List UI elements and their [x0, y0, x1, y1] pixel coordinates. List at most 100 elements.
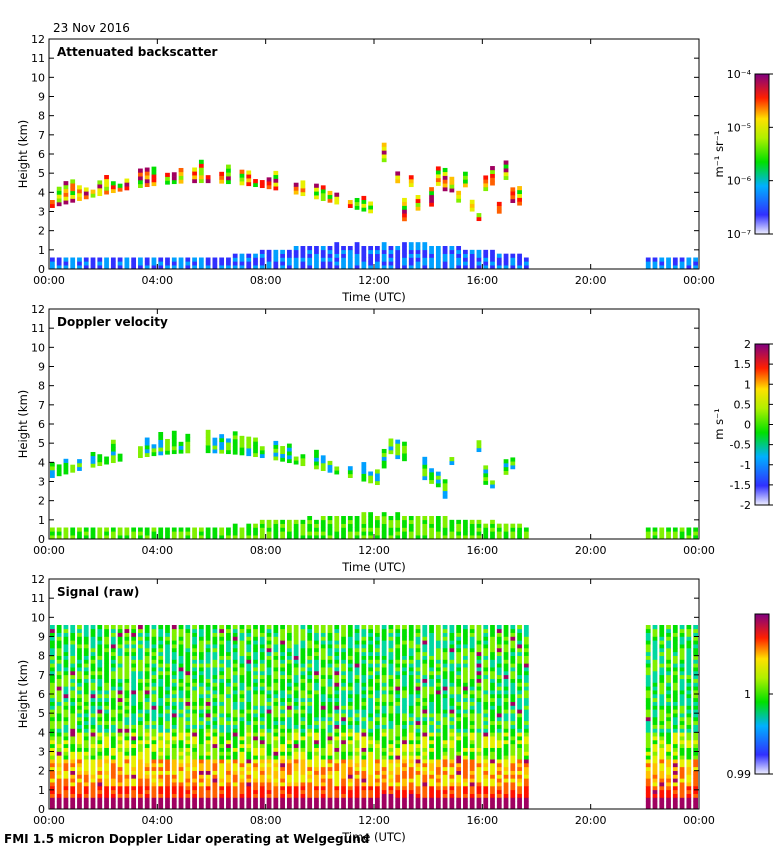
data-cell [341, 254, 346, 258]
signal-cell [294, 732, 299, 736]
signal-cell [50, 629, 55, 633]
signal-cell [653, 637, 658, 641]
signal-cell [477, 717, 482, 721]
signal-cell [165, 748, 170, 752]
signal-cell [219, 675, 224, 679]
signal-cell [97, 652, 102, 656]
signal-cell [348, 637, 353, 641]
signal-cell [165, 782, 170, 786]
data-cell [348, 524, 353, 528]
data-cell [314, 250, 319, 254]
signal-cell [510, 736, 515, 740]
signal-cell [361, 798, 366, 802]
data-cell [233, 254, 238, 258]
data-cell [246, 531, 251, 535]
signal-cell [260, 790, 265, 794]
signal-cell [436, 725, 441, 729]
signal-cell [341, 637, 346, 641]
signal-cell [456, 798, 461, 802]
signal-cell [104, 729, 109, 733]
signal-cell [213, 752, 218, 756]
signal-cell [294, 667, 299, 671]
data-cell [246, 440, 251, 444]
signal-cell [328, 644, 333, 648]
signal-cell [192, 671, 197, 675]
signal-cell [145, 683, 150, 687]
data-cell [185, 438, 190, 442]
signal-cell [294, 625, 299, 629]
signal-cell [483, 782, 488, 786]
signal-cell [470, 675, 475, 679]
signal-cell [680, 679, 685, 683]
signal-cell [470, 729, 475, 733]
signal-cell [389, 801, 394, 805]
signal-cell [402, 771, 407, 775]
signal-cell [287, 775, 292, 779]
signal-cell [666, 679, 671, 683]
y-tick-label: 12 [31, 33, 45, 46]
signal-cell [97, 721, 102, 725]
signal-cell [328, 790, 333, 794]
data-cell [517, 531, 522, 535]
signal-cell [152, 725, 157, 729]
signal-cell [524, 748, 529, 752]
signal-cell [199, 709, 204, 713]
signal-cell [355, 663, 360, 667]
data-cell [375, 528, 380, 532]
signal-cell [483, 748, 488, 752]
signal-cell [165, 725, 170, 729]
signal-cell [395, 648, 400, 652]
signal-cell [504, 656, 509, 660]
signal-cell [64, 775, 69, 779]
signal-cell [104, 694, 109, 698]
signal-cell [165, 675, 170, 679]
signal-cell [409, 671, 414, 675]
signal-cell [233, 660, 238, 664]
signal-cell [449, 717, 454, 721]
signal-cell [287, 786, 292, 790]
signal-cell [524, 683, 529, 687]
signal-cell [646, 771, 651, 775]
data-cell [253, 261, 258, 265]
signal-cell [334, 671, 339, 675]
data-cell [233, 524, 238, 528]
signal-cell [517, 748, 522, 752]
signal-cell [152, 798, 157, 802]
signal-cell [321, 667, 326, 671]
data-cell [368, 475, 373, 479]
signal-cell [361, 698, 366, 702]
signal-cell [449, 709, 454, 713]
signal-cell [409, 725, 414, 729]
signal-cell [226, 671, 231, 675]
signal-cell [77, 679, 82, 683]
signal-cell [165, 767, 170, 771]
data-cell [334, 531, 339, 535]
signal-cell [260, 644, 265, 648]
signal-cell [524, 721, 529, 725]
data-cell [334, 528, 339, 532]
signal-cell [206, 717, 211, 721]
data-cell [402, 254, 407, 258]
signal-cell [429, 640, 434, 644]
signal-cell [510, 694, 515, 698]
signal-cell [294, 767, 299, 771]
signal-cell [436, 729, 441, 733]
data-cell [328, 258, 333, 262]
signal-cell [666, 798, 671, 802]
signal-cell [307, 625, 312, 629]
signal-cell [138, 721, 143, 725]
signal-cell [131, 759, 136, 763]
signal-cell [118, 663, 123, 667]
signal-cell [165, 644, 170, 648]
data-cell [334, 246, 339, 250]
signal-cell [395, 775, 400, 779]
signal-cell [497, 675, 502, 679]
signal-cell [504, 713, 509, 717]
signal-cell [334, 675, 339, 679]
signal-cell [666, 721, 671, 725]
data-cell [483, 473, 488, 477]
signal-cell [449, 740, 454, 744]
signal-cell [422, 740, 427, 744]
signal-cell [280, 748, 285, 752]
signal-cell [355, 775, 360, 779]
